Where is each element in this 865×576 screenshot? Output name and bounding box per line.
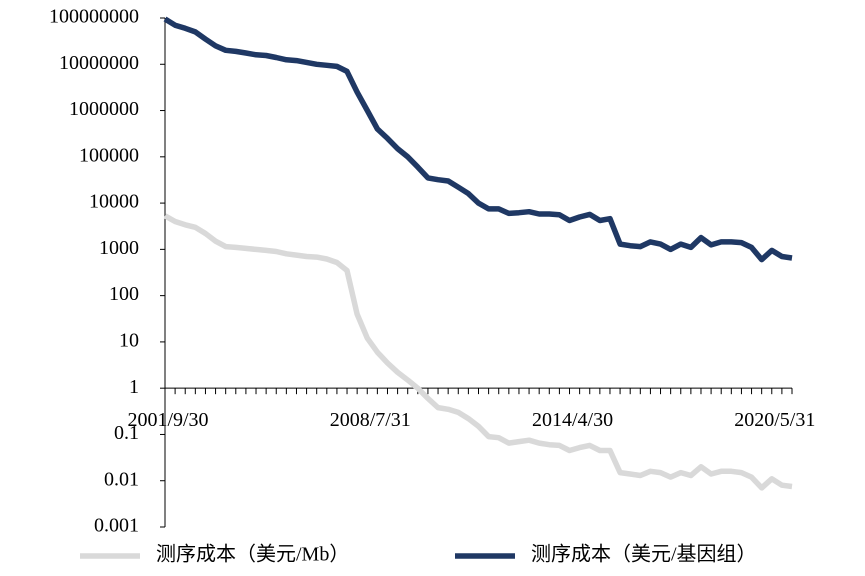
y-tick-label: 0.1 xyxy=(114,422,139,444)
series-line xyxy=(163,213,793,491)
y-tick-label: 1 xyxy=(129,376,139,398)
y-tick-label: 1000 xyxy=(99,237,139,259)
y-tick-label: 100000000 xyxy=(49,6,139,28)
y-tick-label: 100000 xyxy=(79,144,139,166)
y-tick-label: 100 xyxy=(109,283,139,305)
y-tick-label: 10000000 xyxy=(59,52,139,74)
y-tick-label: 1000000 xyxy=(69,98,139,120)
x-tick-label: 2014/4/30 xyxy=(532,409,613,431)
x-tick-label: 2008/7/31 xyxy=(330,409,411,431)
y-tick-label: 10000 xyxy=(89,191,139,213)
y-tick-label: 0.01 xyxy=(104,468,139,490)
legend-label: 测序成本（美元/基因组） xyxy=(531,543,757,566)
legend-label: 测序成本（美元/Mb） xyxy=(156,543,349,566)
series-line xyxy=(163,16,793,263)
x-tick-label: 2020/5/31 xyxy=(734,409,815,431)
y-tick-label: 0.001 xyxy=(94,515,139,537)
y-tick-label: 10 xyxy=(119,330,139,352)
x-tick-label: 2001/9/30 xyxy=(127,409,208,431)
